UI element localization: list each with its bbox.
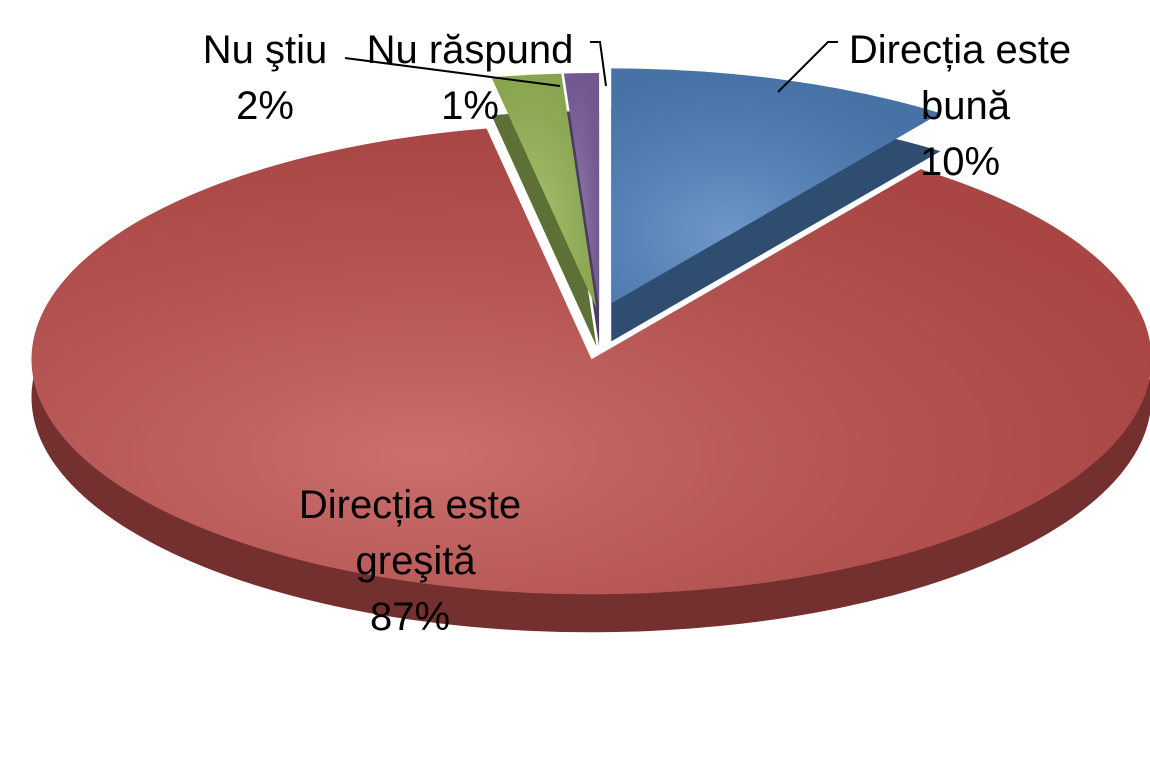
category-label: Direcția este greşită <box>299 483 521 583</box>
category-label: Nu ştiu <box>203 28 328 72</box>
slice-shine <box>491 73 597 309</box>
leader-lines <box>344 41 838 93</box>
value-label: 1% <box>441 84 499 128</box>
leader-line <box>777 41 838 93</box>
slice-side <box>491 111 597 347</box>
slice-shine <box>31 128 1150 595</box>
value-label: 87% <box>370 595 450 639</box>
slice-shine <box>611 68 941 304</box>
leader-line <box>344 57 561 87</box>
value-label: 2% <box>236 84 294 128</box>
leader-line <box>590 41 607 87</box>
value-label: 10% <box>920 140 1000 184</box>
labels: Direcția este bună 10% Direcția este greşi… <box>203 28 1071 639</box>
category-label: Direcția este bună <box>849 28 1071 128</box>
category-label: Nu răspund <box>367 28 574 72</box>
pie <box>31 68 1150 633</box>
slice-shine <box>563 73 600 309</box>
